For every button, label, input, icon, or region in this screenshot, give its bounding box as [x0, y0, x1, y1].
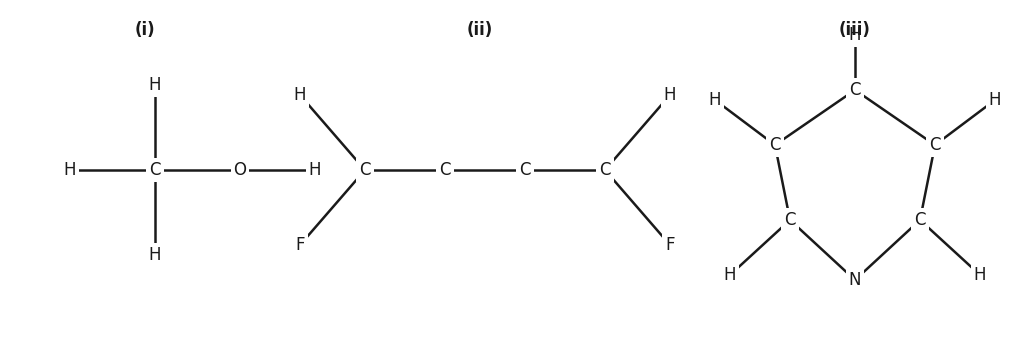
Text: C: C: [439, 161, 451, 179]
Text: (i): (i): [134, 21, 156, 39]
Text: (ii): (ii): [467, 21, 493, 39]
Text: C: C: [849, 81, 861, 99]
Text: C: C: [600, 161, 611, 179]
Text: (iii): (iii): [839, 21, 871, 39]
Text: H: H: [149, 246, 161, 264]
Text: H: H: [149, 76, 161, 94]
Text: H: H: [724, 266, 736, 284]
Text: H: H: [974, 266, 986, 284]
Text: O: O: [233, 161, 246, 179]
Text: C: C: [519, 161, 530, 179]
Text: C: C: [359, 161, 371, 179]
Text: C: C: [929, 136, 941, 154]
Text: H: H: [294, 86, 306, 104]
Text: H: H: [988, 91, 1002, 109]
Text: F: F: [295, 236, 304, 254]
Text: C: C: [914, 211, 925, 229]
Text: H: H: [308, 161, 322, 179]
Text: C: C: [784, 211, 796, 229]
Text: C: C: [150, 161, 161, 179]
Text: F: F: [665, 236, 675, 254]
Text: C: C: [770, 136, 781, 154]
Text: H: H: [64, 161, 76, 179]
Text: H: H: [849, 26, 861, 44]
Text: H: H: [709, 91, 721, 109]
Text: H: H: [664, 86, 676, 104]
Text: N: N: [849, 271, 861, 289]
